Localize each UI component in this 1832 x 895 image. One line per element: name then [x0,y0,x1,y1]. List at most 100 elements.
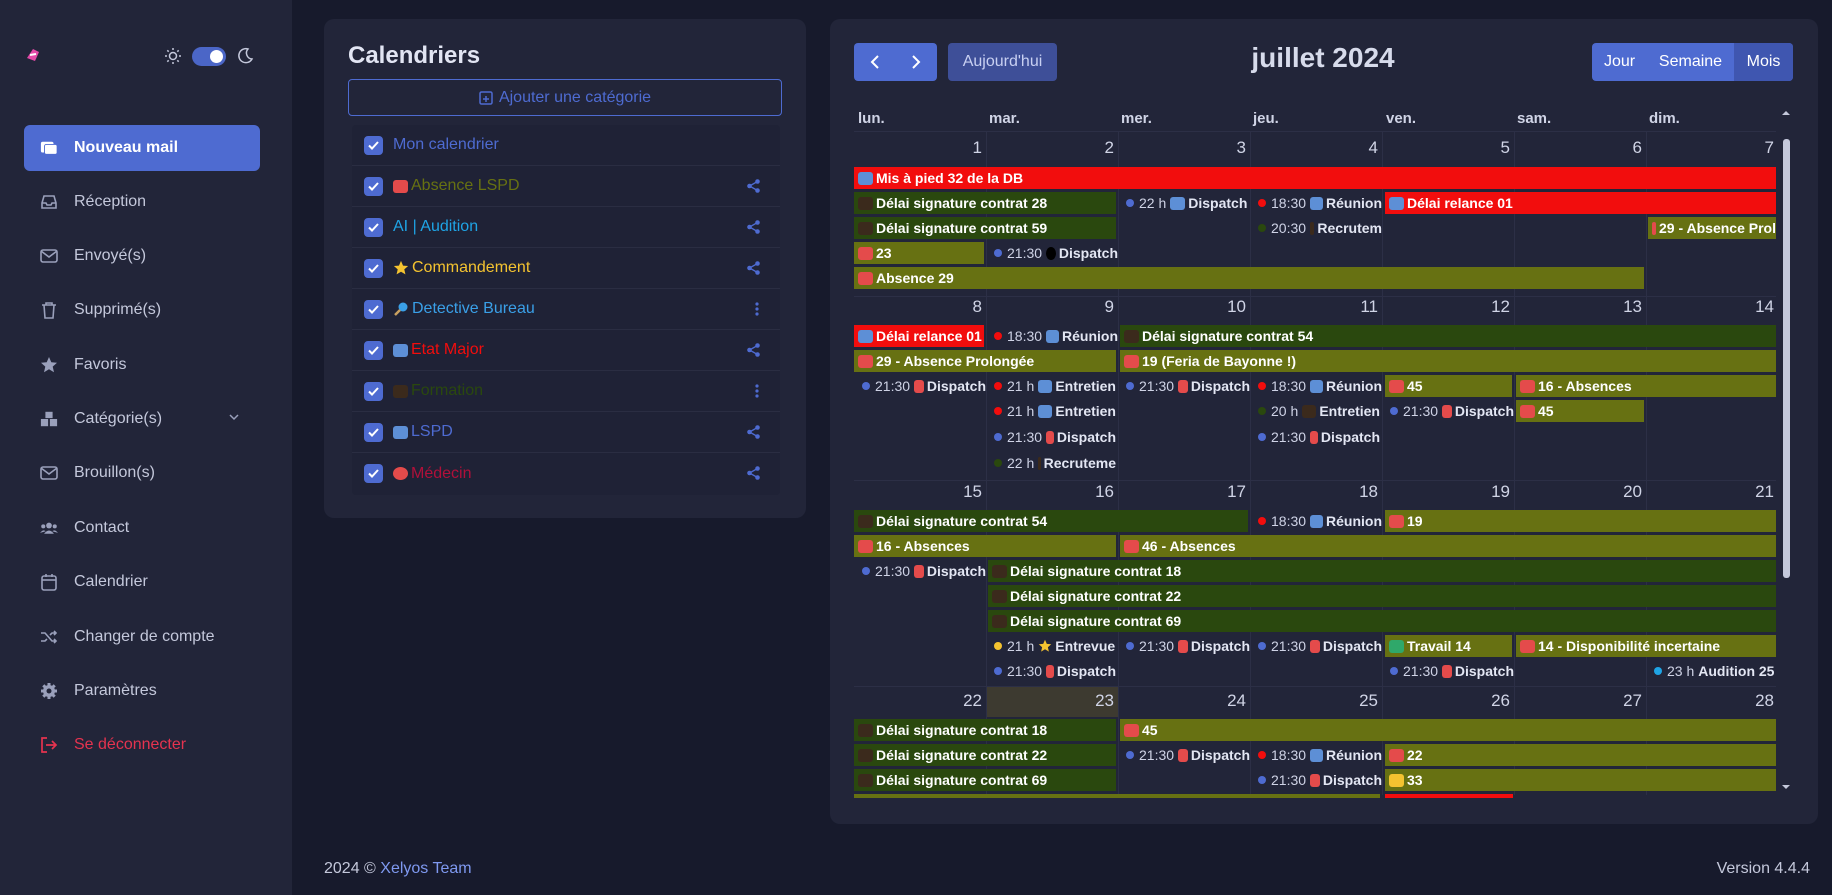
scroll-up-icon[interactable] [1780,108,1792,118]
calendar-event[interactable]: 21:30 Dispatch [990,426,1116,448]
day-number[interactable]: 5 [1500,138,1510,157]
sidebar-item-settings[interactable]: Paramètres [24,668,260,714]
calendar-event[interactable]: 21:30 Dispatch [1254,769,1382,791]
list-item[interactable]: Médecin [352,453,780,494]
list-item[interactable]: Detective Bureau [352,289,780,330]
footer-team-link[interactable]: Xelyos Team [380,860,472,877]
calendar-event[interactable]: 45 [1385,375,1512,397]
calendar-event[interactable]: 21 h Entretien [990,400,1116,422]
sidebar-item-calendar[interactable]: Calendrier [24,559,260,605]
add-category-button[interactable]: Ajouter une catégorie [348,79,782,116]
calendar-event[interactable]: 45 [1120,719,1776,741]
calendar-event[interactable]: Délai signature contrat 18 [988,560,1776,582]
calendar-event[interactable]: 23 h Audition 25 [1650,660,1776,682]
list-item[interactable]: Formation [352,371,780,412]
calendar-event[interactable]: Délai signature contrat 22 [854,744,1116,766]
view-week-button[interactable]: Semaine [1658,53,1723,70]
calendar-event[interactable]: 21:30 Dispatch [1122,635,1250,657]
day-number[interactable]: 8 [972,297,982,316]
checkbox[interactable] [364,176,383,196]
day-number[interactable]: 3 [1236,138,1246,157]
calendar-event[interactable]: 21:30 Dispatch [1122,375,1250,397]
day-number[interactable]: 4 [1368,138,1378,157]
logout-button[interactable]: Se déconnecter [24,722,260,768]
day-number[interactable]: 22 [963,691,982,710]
calendar-event[interactable]: 16 - Absences [854,535,1116,557]
day-number[interactable]: 20 [1623,482,1642,501]
chevron-down-icon[interactable] [228,411,240,423]
calendar-event[interactable]: 21 h Entrevue S [990,635,1116,657]
calendar-event[interactable]: 21:30 Dispatch [1386,400,1514,422]
calendar-event[interactable]: 33 [1385,769,1776,791]
share-icon[interactable] [747,220,760,234]
calendar-event[interactable]: 21:30 Dispatch [858,375,986,397]
calendar-event[interactable]: 21:30 Dispatch [858,560,986,582]
day-number[interactable]: 26 [1491,691,1510,710]
calendar-event[interactable]: 22 [1385,744,1776,766]
day-number[interactable]: 24 [1227,691,1246,710]
calendar-event[interactable]: 21:30 Dispatch [1254,635,1382,657]
prev-month-button[interactable] [854,43,896,81]
day-number[interactable]: 25 [1359,691,1378,710]
share-icon[interactable] [747,261,760,275]
calendar-event[interactable]: 29 - Absence Prol [1648,217,1776,239]
day-number[interactable]: 23 [1095,691,1114,710]
sidebar-item-sent[interactable]: Envoyé(s) [24,233,260,279]
checkbox[interactable] [364,464,383,483]
calendar-event[interactable]: Délai signature contrat 28 [854,192,1116,214]
checkbox[interactable] [364,299,383,319]
checkbox[interactable] [364,381,383,401]
sidebar-item-inbox[interactable]: Réception [24,179,260,225]
day-number[interactable]: 19 [1491,482,1510,501]
calendar-event[interactable]: 16 - Absences [1516,375,1776,397]
day-number[interactable]: 11 [1360,297,1378,316]
calendar-event[interactable]: 18:30 Réunion [1254,192,1382,214]
list-item[interactable]: Absence LSPD [352,166,780,207]
day-number[interactable]: 14 [1755,297,1774,316]
day-number[interactable]: 17 [1227,482,1246,501]
calendar-event[interactable]: Mis à pied 32 de la DB [854,167,1776,189]
day-number[interactable]: 21 [1755,482,1774,501]
list-item[interactable]: AI | Audition [352,207,780,248]
calendar-event[interactable]: 18:30 Réunion [1254,375,1382,397]
sidebar-item-switch-account[interactable]: Changer de compte [24,614,260,660]
calendar-event[interactable]: 14 - Disponibilité incertaine [1516,635,1776,657]
calendar-event[interactable]: Délai signature contrat 54 [854,510,1248,532]
calendar-event[interactable]: 22 h Recruteme [990,452,1116,474]
day-number[interactable]: 1 [972,138,982,157]
sidebar-item-favorites[interactable]: Favoris [24,342,260,388]
calendar-event[interactable]: 21:30 Dispatch [990,660,1116,682]
calendar-event[interactable]: 19 (Feria de Bayonne !) [1120,350,1776,372]
calendar-event[interactable]: Délai signature contrat 59 [854,217,1116,239]
calendar-event[interactable]: Délai relance 01 [1385,192,1776,214]
calendar-event[interactable]: 22 h Dispatch [1122,192,1250,214]
calendar-event[interactable]: 18:30 Réunion [990,325,1118,347]
calendar-event[interactable]: Délai relance 01 [854,325,984,347]
calendar-event[interactable]: Délai signature contrat 22 [988,585,1776,607]
calendar-event[interactable]: Travail 14 [1385,635,1512,657]
day-number[interactable]: 27 [1623,691,1642,710]
scroll-down-icon[interactable] [1780,782,1792,792]
toggle-switch[interactable] [192,46,226,66]
calendar-event[interactable]: 21:30 Dispatch [990,242,1118,264]
today-button[interactable]: Aujourd'hui [948,43,1057,81]
day-number[interactable]: 18 [1359,482,1378,501]
day-number[interactable]: 10 [1227,297,1246,316]
share-icon[interactable] [747,425,760,439]
calendar-event[interactable]: 21:30 Dispatch [1122,744,1250,766]
scrollbar-thumb[interactable] [1783,139,1790,578]
list-item[interactable]: LSPD [352,412,780,453]
day-number[interactable]: 15 [963,482,982,501]
checkbox[interactable] [364,217,383,237]
calendar-event[interactable]: 21:30 Dispatch [1254,426,1380,448]
more-vertical-icon[interactable] [754,302,760,316]
day-number[interactable]: 16 [1095,482,1114,501]
calendar-event[interactable]: 45 [1516,400,1644,422]
day-number[interactable]: 28 [1755,691,1774,710]
list-item[interactable]: Mon calendrier [352,125,780,166]
calendar-event[interactable]: 29 - Absence Prolongée [854,350,1116,372]
new-mail-button[interactable]: Nouveau mail [24,125,260,171]
day-number[interactable]: 7 [1764,138,1774,157]
list-item[interactable]: Commandement [352,248,780,289]
calendar-event[interactable]: Délai signature contrat 69 [988,610,1776,632]
